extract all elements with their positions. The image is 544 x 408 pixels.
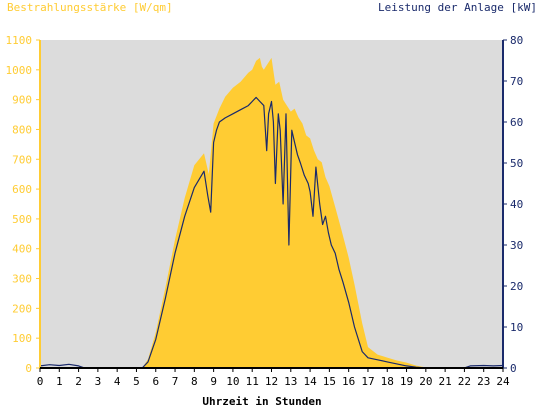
left-tick-label: 200 bbox=[12, 302, 32, 315]
left-tick-label: 1100 bbox=[6, 34, 33, 47]
x-tick-label: 13 bbox=[284, 375, 297, 388]
right-tick-label: 60 bbox=[510, 116, 523, 129]
left-tick-label: 500 bbox=[12, 213, 32, 226]
x-tick-label: 8 bbox=[191, 375, 198, 388]
x-tick-label: 12 bbox=[265, 375, 278, 388]
x-tick-label: 5 bbox=[133, 375, 140, 388]
right-tick-label: 40 bbox=[510, 198, 523, 211]
right-tick-label: 20 bbox=[510, 280, 523, 293]
x-tick-label: 24 bbox=[496, 375, 510, 388]
left-tick-label: 1000 bbox=[6, 64, 33, 77]
x-tick-label: 2 bbox=[75, 375, 82, 388]
x-tick-label: 17 bbox=[361, 375, 374, 388]
left-tick-label: 100 bbox=[12, 332, 32, 345]
right-tick-label: 70 bbox=[510, 75, 523, 88]
right-axis-title: Leistung der Anlage [kW] bbox=[378, 1, 537, 14]
left-tick-label: 600 bbox=[12, 183, 32, 196]
x-tick-label: 6 bbox=[152, 375, 159, 388]
x-tick-label: 10 bbox=[226, 375, 239, 388]
x-tick-label: 1 bbox=[56, 375, 63, 388]
left-axis-title: Bestrahlungsstärke [W/qm] bbox=[7, 1, 173, 14]
right-tick-label: 10 bbox=[510, 321, 523, 334]
x-tick-label: 21 bbox=[439, 375, 452, 388]
right-tick-label: 0 bbox=[510, 362, 517, 375]
right-tick-label: 50 bbox=[510, 157, 523, 170]
left-tick-label: 700 bbox=[12, 153, 32, 166]
x-tick-label: 14 bbox=[303, 375, 317, 388]
left-tick-label: 400 bbox=[12, 243, 32, 256]
right-tick-label: 80 bbox=[510, 34, 523, 47]
x-tick-label: 22 bbox=[458, 375, 471, 388]
left-tick-label: 300 bbox=[12, 273, 32, 286]
left-tick-label: 0 bbox=[25, 362, 32, 375]
x-tick-label: 0 bbox=[37, 375, 44, 388]
x-axis-title: Uhrzeit in Stunden bbox=[202, 395, 321, 408]
x-tick-label: 3 bbox=[95, 375, 102, 388]
x-tick-label: 19 bbox=[400, 375, 413, 388]
x-tick-label: 18 bbox=[381, 375, 394, 388]
left-tick-label: 800 bbox=[12, 123, 32, 136]
x-tick-label: 4 bbox=[114, 375, 121, 388]
x-tick-label: 9 bbox=[210, 375, 217, 388]
x-tick-label: 15 bbox=[323, 375, 336, 388]
x-tick-label: 16 bbox=[342, 375, 355, 388]
x-tick-label: 7 bbox=[172, 375, 179, 388]
x-tick-label: 20 bbox=[419, 375, 432, 388]
power-line bbox=[39, 96, 504, 369]
x-tick-label: 11 bbox=[246, 375, 259, 388]
irradiance-area bbox=[40, 57, 503, 369]
right-tick-label: 30 bbox=[510, 239, 523, 252]
x-tick-label: 23 bbox=[477, 375, 490, 388]
left-tick-label: 900 bbox=[12, 94, 32, 107]
